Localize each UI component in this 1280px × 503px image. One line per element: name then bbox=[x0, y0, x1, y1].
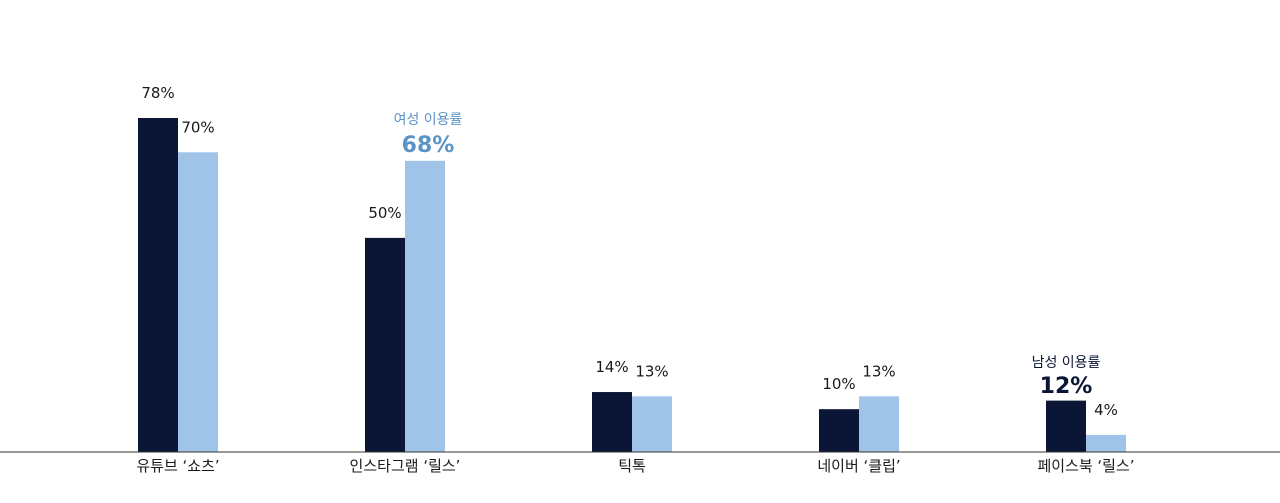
value-label-dark-1: 50% bbox=[368, 204, 401, 222]
male-caption: 남성 이용률 bbox=[1032, 355, 1101, 371]
bar-dark-2 bbox=[592, 392, 632, 452]
female-caption: 여성 이용률 bbox=[394, 112, 463, 128]
bar-dark-0 bbox=[138, 118, 178, 452]
bar-dark-4 bbox=[1046, 400, 1086, 452]
value-label-light-4: 4% bbox=[1094, 401, 1118, 419]
bar-light-3 bbox=[859, 396, 899, 452]
bar-light-1 bbox=[405, 160, 445, 453]
female-highlight-value: 68% bbox=[402, 133, 455, 158]
category-label-4: 페이스북 ‘릴스’ bbox=[1037, 457, 1134, 475]
category-labels-group: 유튜브 ‘쇼츠’ 인스타그램 ‘릴스’ 틱톡 네이버 ‘클립’ 페이스북 ‘릴스’ bbox=[136, 457, 1134, 475]
category-label-1: 인스타그램 ‘릴스’ bbox=[350, 457, 461, 475]
value-labels-group: 78% 70% 50% 14% 13% 10% 13% 4% bbox=[141, 84, 1118, 419]
bar-dark-3 bbox=[819, 409, 859, 452]
male-annotation: 남성 이용률 12% bbox=[1032, 355, 1101, 399]
value-label-light-3: 13% bbox=[862, 362, 895, 380]
category-label-2: 틱톡 bbox=[618, 457, 646, 475]
value-label-dark-2: 14% bbox=[595, 358, 628, 376]
bar-light-0 bbox=[178, 152, 218, 452]
value-label-dark-0: 78% bbox=[141, 84, 174, 102]
value-label-dark-3: 10% bbox=[822, 375, 855, 393]
bar-light-2 bbox=[632, 396, 672, 452]
bar-light-4 bbox=[1086, 434, 1126, 452]
value-label-light-2: 13% bbox=[635, 362, 668, 380]
category-label-0: 유튜브 ‘쇼츠’ bbox=[136, 457, 219, 475]
bar-dark-1 bbox=[365, 237, 405, 452]
category-label-3: 네이버 ‘클립’ bbox=[817, 457, 900, 475]
bars-group bbox=[138, 118, 1126, 453]
male-highlight-value: 12% bbox=[1040, 374, 1093, 399]
female-annotation: 여성 이용률 68% bbox=[394, 112, 463, 158]
value-label-light-0: 70% bbox=[181, 118, 214, 136]
